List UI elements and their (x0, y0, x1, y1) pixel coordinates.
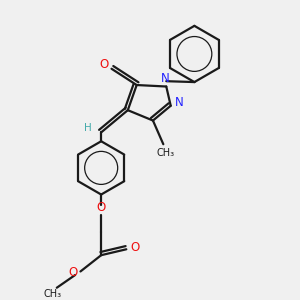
Text: O: O (130, 241, 139, 254)
Text: CH₃: CH₃ (43, 289, 62, 299)
Text: N: N (175, 96, 184, 109)
Text: O: O (68, 266, 78, 279)
Text: CH₃: CH₃ (157, 148, 175, 158)
Text: N: N (160, 72, 169, 85)
Text: O: O (100, 58, 109, 71)
Text: H: H (84, 123, 92, 133)
Text: O: O (97, 201, 106, 214)
